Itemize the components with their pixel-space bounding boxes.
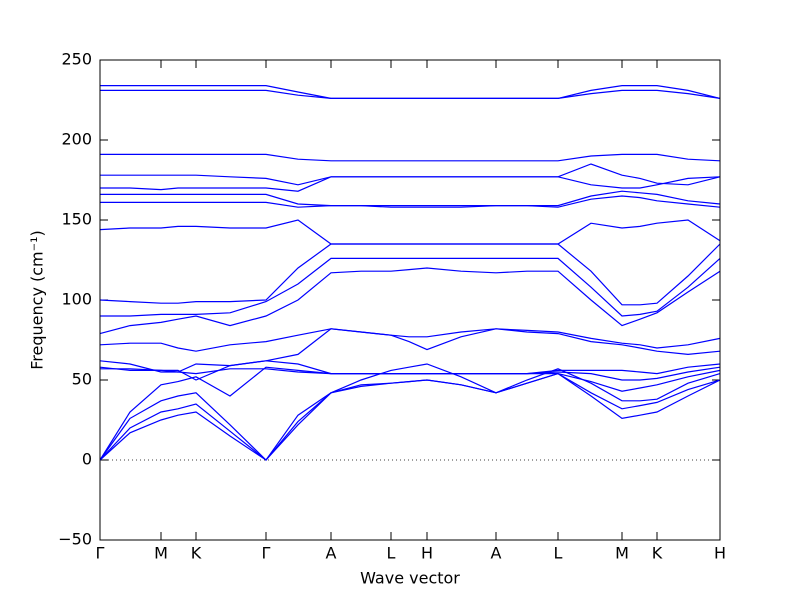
x-tick-label: K [652,544,663,563]
band-line [100,85,721,99]
y-axis-label: Frequency (cm⁻¹) [28,230,47,369]
y-tick-label: 100 [61,290,92,309]
band-line [100,257,721,317]
band-line [99,328,721,373]
x-tick-label: K [191,544,202,563]
plot-frame [99,59,721,541]
band-line [99,360,721,381]
x-tick-label: Γ [262,544,271,563]
x-tick-label: L [554,544,563,563]
x-tick-label: Γ [96,544,105,563]
band-line [99,328,721,352]
x-tick-label: M [154,544,168,563]
band-line [99,219,721,245]
y-tick-label: 50 [72,370,92,389]
band-line [100,195,721,208]
y-tick-label: 200 [61,130,92,149]
x-tick-label: M [615,544,629,563]
y-tick-label: 250 [61,50,92,69]
band-line [100,163,721,186]
band-line [100,153,721,162]
x-tick-label: A [326,544,337,563]
y-tick-label: −50 [58,530,92,549]
band-line [99,267,721,335]
y-tick-label: 0 [82,450,92,469]
x-axis-label: Wave vector [360,569,460,588]
band-line [99,372,721,461]
x-tick-label: L [387,544,396,563]
band-line [100,190,721,207]
x-tick-label: H [421,544,433,563]
x-tick-label: H [714,544,726,563]
x-tick-label: A [491,544,502,563]
band-line [99,363,721,461]
y-tick-label: 150 [61,210,92,229]
